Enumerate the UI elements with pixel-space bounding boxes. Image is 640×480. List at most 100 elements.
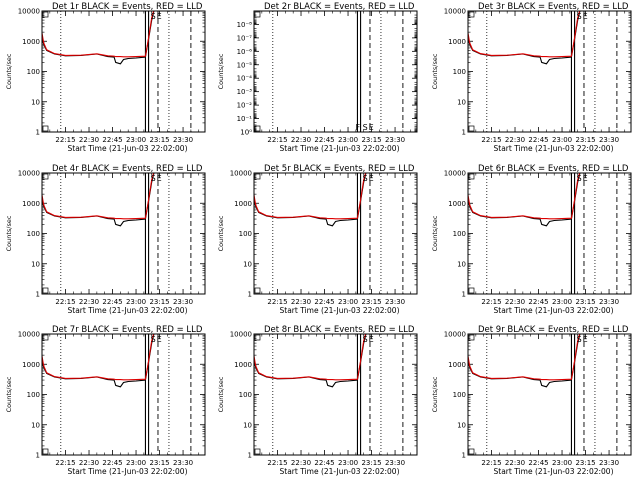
- panel-det4: Det 4r BLACK = Events, RED = LLD Counts/s…: [5, 164, 206, 315]
- corner-marker-box: [254, 287, 261, 294]
- y-tick-label: 10⁻⁷: [237, 34, 253, 42]
- x-tick-label: 23:00: [552, 298, 572, 306]
- x-tick-label: 23:30: [385, 298, 405, 306]
- corner-marker-box: [254, 11, 261, 18]
- y-tick-label: 1000: [448, 200, 466, 208]
- panel-det7: Det 7r BLACK = Events, RED = LLD Counts/s…: [5, 325, 206, 476]
- x-tick-label: 22:15: [267, 298, 287, 306]
- y-tick-label: 10: [31, 421, 40, 429]
- x-axis-label: Start Time (21-Jun-03 22:02:00): [280, 144, 400, 153]
- events-series-line: [254, 173, 367, 227]
- panel-title: Det 3r BLACK = Events, RED = LLD: [478, 2, 629, 12]
- panel-det8: Det 8r BLACK = Events, RED = LLD Counts/s…: [217, 325, 418, 476]
- x-tick-label: 22:15: [55, 459, 75, 467]
- event-marker-letter: S: [151, 335, 156, 344]
- x-tick-label: 22:45: [102, 298, 122, 306]
- corner-marker-box: [42, 287, 49, 294]
- x-tick-label: 23:15: [149, 298, 169, 306]
- lld-series-line: [468, 173, 581, 220]
- series-group: [42, 11, 155, 65]
- x-tick-label: 23:00: [126, 298, 146, 306]
- y-axis-label: Counts/sec: [5, 376, 13, 412]
- series-group: [42, 173, 155, 227]
- panel-title: Det 1r BLACK = Events, RED = LLD: [52, 2, 203, 12]
- y-tick-label: 1000: [22, 38, 40, 46]
- y-tick-label: 10000: [230, 170, 252, 178]
- event-marker-letter: F: [355, 123, 360, 132]
- x-axis-label: Start Time (21-Jun-03 22:02:00): [280, 467, 400, 476]
- x-axis-label: Start Time (21-Jun-03 22:02:00): [68, 306, 188, 315]
- panel-title: Det 8r BLACK = Events, RED = LLD: [264, 325, 415, 335]
- panel-title: Det 5r BLACK = Events, RED = LLD: [264, 164, 415, 174]
- x-tick-label: 23:15: [575, 298, 595, 306]
- x-tick-label: 23:15: [361, 298, 381, 306]
- x-axis-label: Start Time (21-Jun-03 22:02:00): [280, 306, 400, 315]
- x-tick-label: 22:45: [528, 298, 548, 306]
- lld-series-line: [468, 334, 581, 381]
- panel-det2: Det 2r BLACK = Events, RED = LLD Counts/s…: [217, 2, 418, 153]
- x-tick-label: 23:00: [126, 459, 146, 467]
- series-group: [254, 173, 367, 227]
- y-tick-label: 10000: [444, 331, 466, 339]
- y-tick-label: 1: [36, 291, 40, 299]
- corner-marker-box: [468, 173, 475, 180]
- x-tick-label: 22:15: [267, 459, 287, 467]
- corner-marker-box: [254, 334, 261, 341]
- x-tick-label: 23:15: [149, 459, 169, 467]
- y-tick-label: 10000: [18, 8, 40, 16]
- x-tick-label: 22:30: [505, 459, 525, 467]
- x-axis-label: Start Time (21-Jun-03 22:02:00): [68, 467, 188, 476]
- y-axis-label: Counts/sec: [431, 376, 439, 412]
- panel-det1: Det 1r BLACK = Events, RED = LLD Counts/s…: [5, 2, 206, 153]
- x-tick-label: 23:00: [126, 136, 146, 144]
- panel-det9: Det 9r BLACK = Events, RED = LLD Counts/s…: [431, 325, 632, 476]
- x-tick-label: 23:30: [173, 298, 193, 306]
- lld-series-line: [254, 334, 367, 381]
- panel-det6: Det 6r BLACK = Events, RED = LLD Counts/s…: [431, 164, 632, 315]
- event-marker-letter: S: [363, 174, 368, 183]
- x-tick-label: 22:45: [528, 459, 548, 467]
- y-tick-label: 10: [243, 260, 252, 268]
- x-axis-label: Start Time (21-Jun-03 22:02:00): [68, 144, 188, 153]
- lld-series-line: [42, 11, 155, 58]
- series-group: [468, 11, 581, 65]
- y-tick-label: 100: [27, 68, 40, 76]
- x-tick-label: 22:30: [291, 136, 311, 144]
- x-tick-label: 23:30: [173, 459, 193, 467]
- events-series-line: [254, 334, 367, 388]
- corner-marker-box: [254, 448, 261, 455]
- plot-frame: [467, 333, 632, 456]
- y-axis-label: Counts/sec: [217, 53, 225, 89]
- y-tick-label: 1000: [234, 200, 252, 208]
- y-axis-label: Counts/sec: [431, 53, 439, 89]
- corner-marker-box: [42, 334, 49, 341]
- event-marker-letter: S: [577, 12, 582, 21]
- y-tick-label: 1: [462, 291, 466, 299]
- x-tick-label: 23:00: [338, 459, 358, 467]
- x-tick-label: 23:15: [149, 136, 169, 144]
- x-tick-label: 23:15: [575, 136, 595, 144]
- y-axis-label: Counts/sec: [217, 376, 225, 412]
- y-tick-label: 100: [27, 391, 40, 399]
- x-tick-label: 23:15: [361, 459, 381, 467]
- event-marker-letter: E: [369, 174, 374, 183]
- x-tick-label: 22:15: [55, 298, 75, 306]
- x-tick-label: 22:45: [528, 136, 548, 144]
- lld-series-line: [254, 173, 367, 220]
- y-tick-label: 1: [36, 452, 40, 460]
- x-tick-label: 22:15: [267, 136, 287, 144]
- x-tick-label: 22:30: [291, 298, 311, 306]
- panel-title: Det 6r BLACK = Events, RED = LLD: [478, 164, 629, 174]
- y-tick-label: 10⁻⁵: [237, 61, 253, 69]
- series-group: [254, 334, 367, 388]
- plot-frame: [467, 10, 632, 133]
- event-marker-letter: E: [583, 335, 588, 344]
- y-tick-label: 10000: [18, 331, 40, 339]
- series-group: [42, 334, 155, 388]
- plot-frame: [41, 333, 206, 456]
- events-series-line: [468, 173, 581, 227]
- panel-det3: Det 3r BLACK = Events, RED = LLD Counts/s…: [431, 2, 632, 153]
- y-tick-label: 1: [248, 291, 252, 299]
- corner-marker-box: [468, 11, 475, 18]
